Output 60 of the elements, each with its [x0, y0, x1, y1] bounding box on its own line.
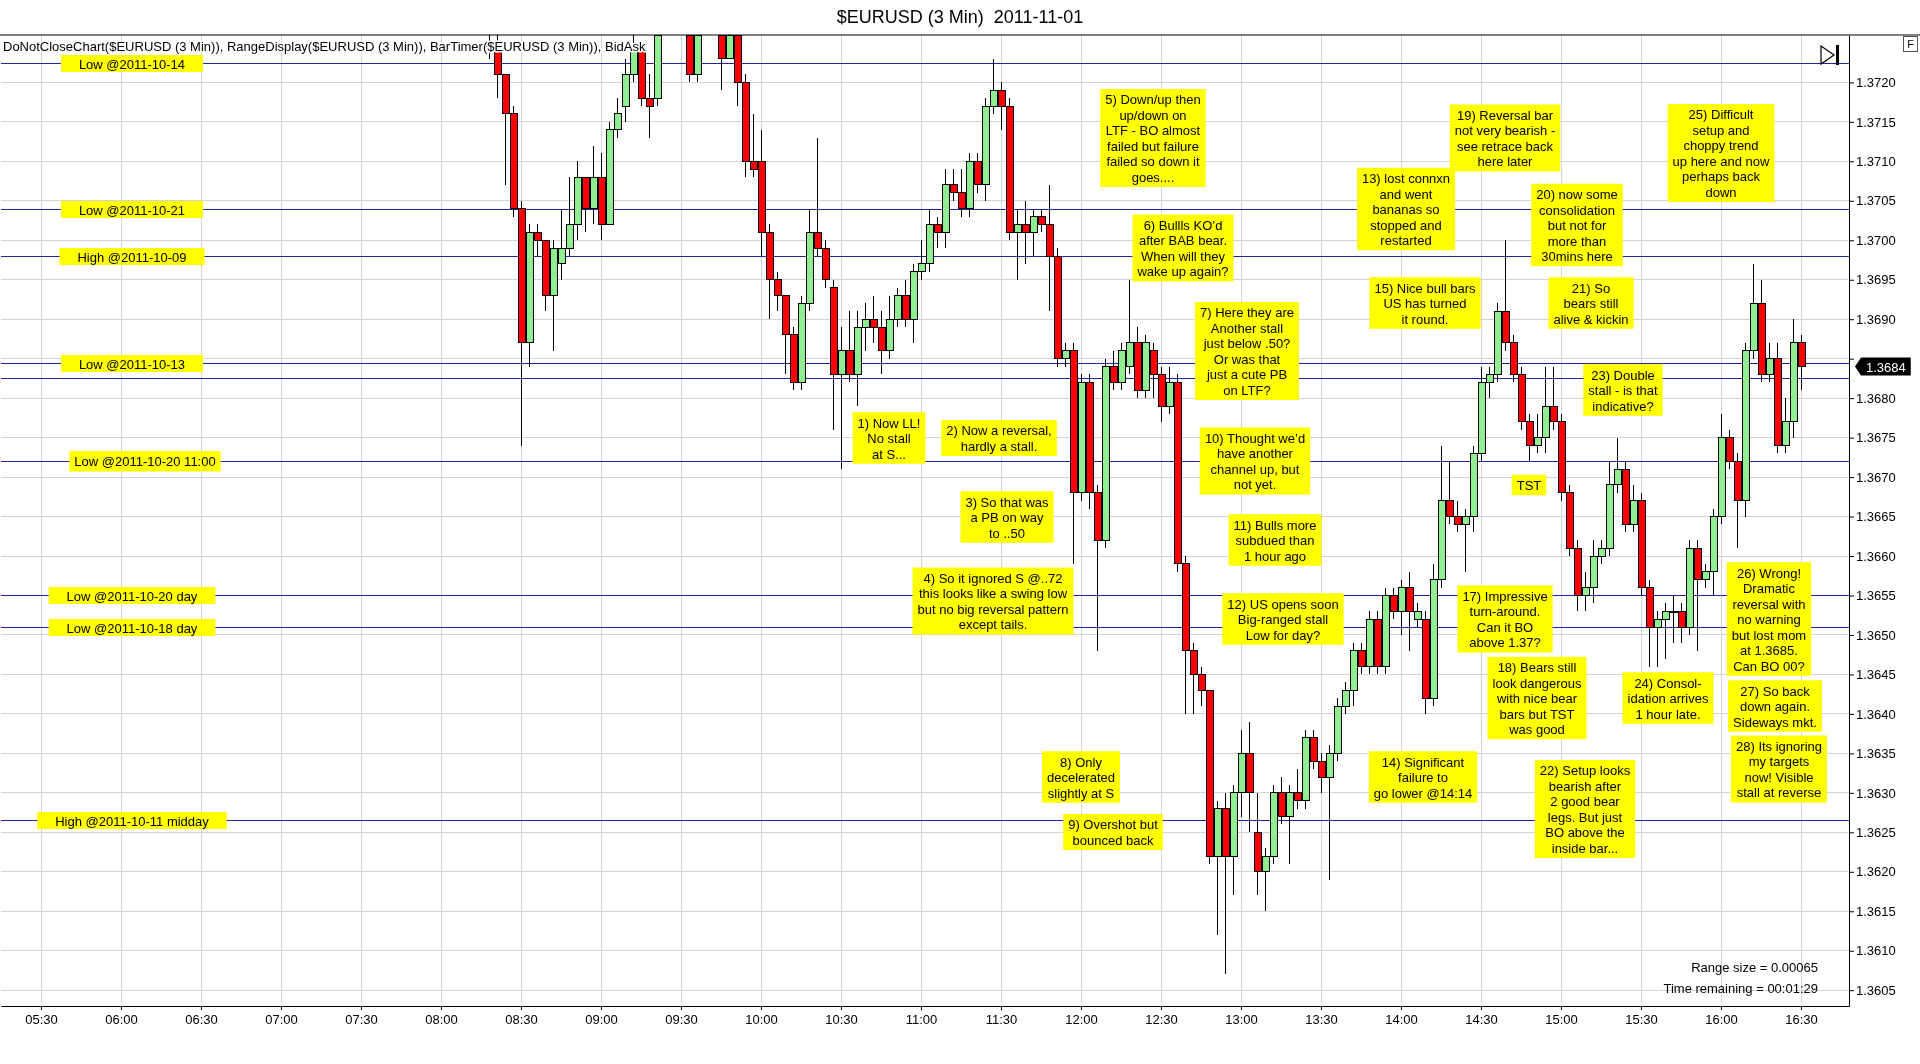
y-tick-label: 1.3665 — [1856, 509, 1896, 525]
x-tick-label: 15:30 — [1625, 1012, 1658, 1028]
button: F — [1903, 36, 1918, 52]
y-tick-label: 1.3645 — [1856, 667, 1896, 683]
x-tick-label: 12:00 — [1065, 1012, 1098, 1028]
ref-line-label: Low @2011-10-13 — [78, 356, 186, 371]
x-tick-label: 09:00 — [585, 1012, 618, 1028]
ref-line-label: Low @2011-10-21 — [78, 202, 186, 217]
x-tick-label: 11:00 — [905, 1012, 938, 1028]
x-tick-label: 05:30 — [25, 1012, 58, 1028]
y-tick-label: 1.3635 — [1856, 746, 1896, 762]
y-tick-label: 1.3650 — [1856, 627, 1896, 643]
x-tick-label: 10:00 — [745, 1012, 778, 1028]
y-tick-label: 1.3620 — [1856, 864, 1896, 880]
y-tick-label: 1.3660 — [1856, 548, 1896, 564]
x-tick-label: 14:00 — [1385, 1012, 1418, 1028]
x-tick-label: 14:30 — [1465, 1012, 1498, 1028]
annotation: Range size = 0.00065 — [1691, 959, 1818, 975]
y-tick-label: 1.3610 — [1856, 943, 1896, 959]
y-tick-label: 1.3605 — [1856, 982, 1896, 998]
annotation: Time remaining = 00:01:29 — [1663, 980, 1818, 996]
ref-line-label: High @2011-10-11 midday — [55, 813, 210, 828]
ref-line-label: Low @2011-10-14 — [78, 56, 186, 71]
x-tick-label: 10:30 — [825, 1012, 858, 1028]
y-tick-label: 1.3695 — [1856, 272, 1896, 288]
chart-title: $EURUSD (3 Min) 2011-11-01 — [836, 7, 1084, 27]
y-tick-label: 1.3630 — [1856, 785, 1896, 801]
y-tick-label: 1.3700 — [1856, 232, 1896, 248]
x-tick-label: 07:30 — [345, 1012, 378, 1028]
x-tick-label: 16:30 — [1785, 1012, 1818, 1028]
x-tick-label: 16:00 — [1705, 1012, 1738, 1028]
ref-line-label: Low @2011-10-18 day — [66, 620, 198, 635]
x-tick-label: 15:00 — [1545, 1012, 1578, 1028]
x-tick-label: 12:30 — [1145, 1012, 1178, 1028]
y-tick-label: 1.3675 — [1856, 430, 1896, 446]
x-tick-label: 08:00 — [425, 1012, 458, 1028]
x-tick-label: 07:00 — [265, 1012, 298, 1028]
y-tick-label: 1.3615 — [1856, 903, 1896, 919]
x-tick-label: 13:30 — [1305, 1012, 1338, 1028]
y-tick-label: 1.3690 — [1856, 311, 1896, 327]
ref-line-label: Low @2011-10-20 day — [66, 588, 198, 603]
y-tick-label: 1.3705 — [1856, 193, 1896, 209]
annotation: TST — [1516, 477, 1542, 493]
y-tick-label: 1.3655 — [1856, 588, 1896, 604]
x-tick-label: 13:00 — [1225, 1012, 1258, 1028]
x-tick-label: 08:30 — [505, 1012, 538, 1028]
x-tick-label: 11:30 — [985, 1012, 1018, 1028]
y-tick-label: 1.3715 — [1856, 114, 1896, 130]
y-tick-label: 1.3670 — [1856, 469, 1896, 485]
x-tick-label: 06:00 — [105, 1012, 138, 1028]
x-tick-label: 06:30 — [185, 1012, 218, 1028]
ref-line-label: High @2011-10-09 — [77, 249, 187, 264]
text: 1.3684 — [1866, 359, 1906, 375]
x-tick-label: 09:30 — [665, 1012, 698, 1028]
annotation: Low @2011-10-20 11:00 — [74, 453, 216, 469]
y-tick-label: 1.3710 — [1856, 153, 1896, 169]
y-tick-label: 1.3625 — [1856, 824, 1896, 840]
y-tick-label: 1.3640 — [1856, 706, 1896, 722]
y-tick-label: 1.3680 — [1856, 390, 1896, 406]
y-tick-label: 1.3720 — [1856, 75, 1896, 91]
